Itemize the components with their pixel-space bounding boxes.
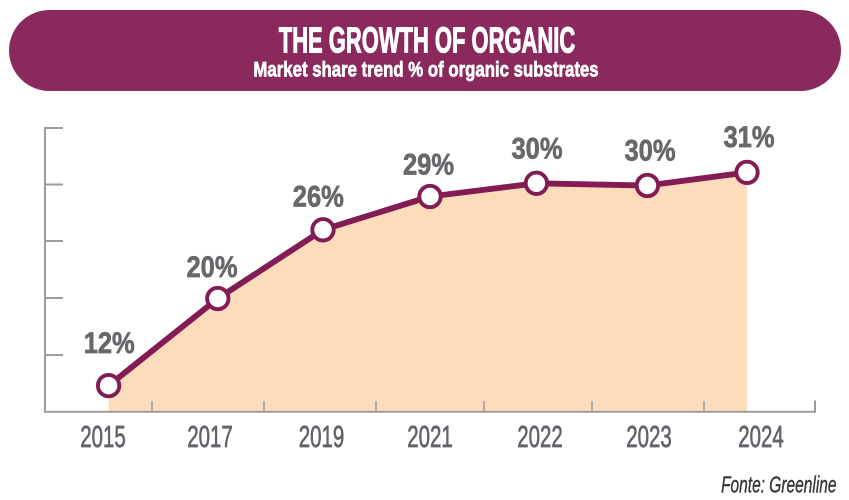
svg-text:2022: 2022	[517, 419, 562, 454]
svg-text:20%: 20%	[186, 250, 237, 283]
svg-text:2023: 2023	[626, 419, 671, 454]
svg-text:2017: 2017	[187, 419, 232, 454]
svg-text:Market share trend % of organi: Market share trend % of organic substrat…	[253, 59, 598, 82]
svg-text:29%: 29%	[403, 148, 454, 181]
svg-text:2015: 2015	[80, 419, 125, 454]
svg-text:2019: 2019	[299, 419, 344, 454]
svg-text:THE GROWTH OF ORGANIC: THE GROWTH OF ORGANIC	[279, 21, 575, 61]
svg-text:26%: 26%	[293, 180, 344, 213]
svg-text:2024: 2024	[738, 419, 783, 454]
svg-text:2021: 2021	[407, 419, 452, 454]
svg-text:30%: 30%	[511, 132, 562, 165]
svg-text:30%: 30%	[624, 134, 675, 167]
svg-text:31%: 31%	[723, 120, 774, 153]
svg-text:Fonte: Greenline: Fonte: Greenline	[721, 472, 836, 498]
svg-text:12%: 12%	[84, 326, 135, 359]
